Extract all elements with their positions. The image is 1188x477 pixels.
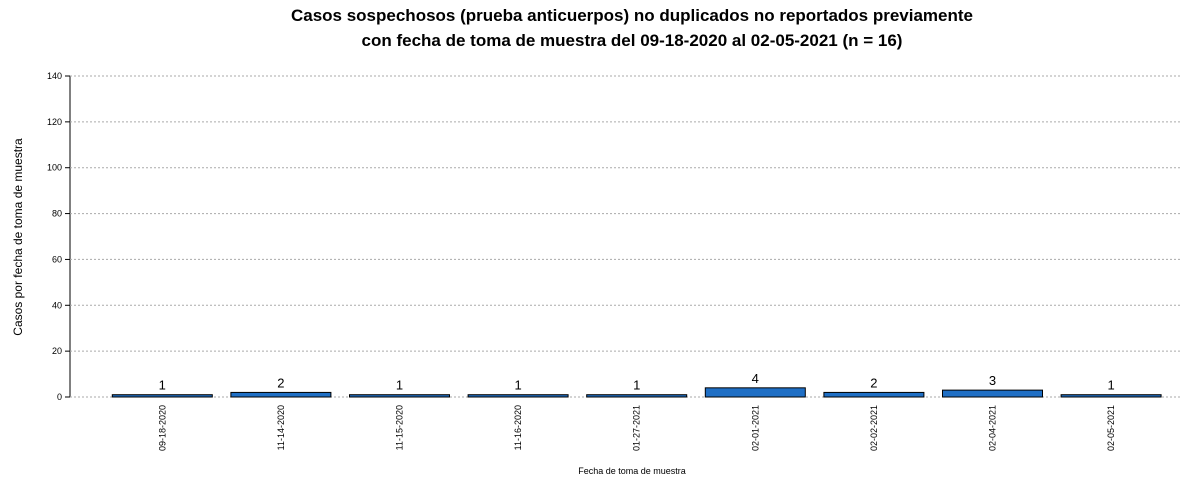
x-tick-label: 01-27-2021: [632, 405, 642, 451]
data-label: 3: [989, 373, 996, 388]
y-tick-label: 100: [47, 163, 62, 173]
chart-title: con fecha de toma de muestra del 09-18-2…: [362, 31, 903, 50]
bar: [704, 387, 806, 398]
y-tick-label: 40: [52, 300, 62, 310]
y-tick-label: 80: [52, 209, 62, 219]
bar: [230, 391, 332, 398]
bar: [1060, 394, 1162, 398]
data-label: 2: [870, 375, 877, 390]
bar: [467, 394, 569, 398]
y-tick-label: 60: [52, 254, 62, 264]
x-tick-label: 09-18-2020: [157, 405, 167, 451]
data-label: 1: [633, 378, 640, 393]
y-tick-label: 0: [57, 392, 62, 402]
bar: [823, 391, 925, 398]
data-label: 2: [277, 375, 284, 390]
x-tick-label: 02-01-2021: [750, 405, 760, 451]
data-label: 1: [514, 378, 521, 393]
bar: [586, 394, 688, 398]
x-tick-label: 02-05-2021: [1106, 405, 1116, 451]
x-tick-label: 02-04-2021: [988, 405, 998, 451]
data-label: 1: [1107, 378, 1114, 393]
data-label: 4: [752, 371, 759, 386]
data-label: 1: [159, 378, 166, 393]
chart-title: Casos sospechosos (prueba anticuerpos) n…: [291, 6, 973, 25]
x-axis-label: Fecha de toma de muestra: [578, 466, 686, 476]
y-tick-label: 20: [52, 346, 62, 356]
bar: [349, 394, 450, 398]
x-tick-label: 02-02-2021: [869, 405, 879, 451]
x-tick-label: 11-15-2020: [395, 405, 405, 450]
y-tick-label: 140: [47, 71, 62, 81]
data-label: 1: [396, 378, 403, 393]
x-tick-label: 11-14-2020: [276, 405, 286, 450]
y-tick-label: 120: [47, 117, 62, 127]
x-tick-label: 11-16-2020: [513, 405, 523, 450]
y-axis-label: Casos por fecha de toma de muestra: [11, 138, 25, 336]
bar: [111, 394, 213, 398]
bar: [942, 389, 1043, 398]
